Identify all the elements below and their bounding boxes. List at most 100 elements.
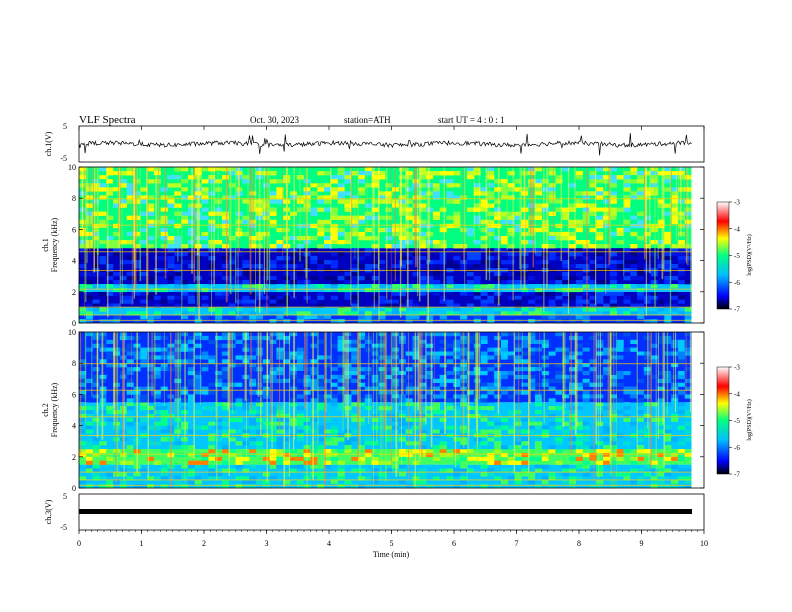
spectral-cell [487, 248, 495, 253]
spectral-cell [215, 480, 223, 485]
spectral-cell [439, 248, 447, 253]
spectral-cell [657, 179, 665, 184]
spectral-cell [684, 343, 692, 348]
spectral-cell [92, 378, 100, 383]
spectral-cell [249, 235, 257, 241]
spectral-cell [466, 386, 475, 391]
spectral-cell [215, 382, 223, 387]
spectral-cell [364, 264, 372, 269]
sferic-streak [198, 167, 200, 320]
spectral-cell [507, 219, 515, 225]
spectral-cell [562, 167, 570, 172]
spectral-cell [337, 378, 345, 383]
spectral-cell [181, 280, 189, 285]
spectral-cell [534, 195, 543, 200]
spectral-cell [262, 359, 270, 364]
spectral-cell [398, 167, 406, 172]
spectral-cell [187, 472, 195, 477]
spectral-cell [562, 464, 570, 469]
spectral-cell [541, 394, 549, 399]
spectral-cell [85, 272, 93, 277]
spectral-cell [140, 406, 148, 411]
spectral-cell [555, 347, 563, 352]
spectral-cell [235, 363, 243, 368]
spectral-cell [201, 386, 209, 391]
spectral-cell [140, 227, 148, 233]
spectral-cell [609, 299, 617, 304]
spectral-cell [283, 425, 291, 430]
spectral-cell [657, 425, 665, 430]
spectral-cell [160, 421, 168, 426]
spectral-cell [657, 452, 665, 458]
spectral-cell [562, 347, 570, 352]
spectral-cell [603, 207, 611, 212]
spectral-cell [106, 363, 114, 368]
spectral-cell [555, 280, 563, 285]
spectral-cell [126, 299, 134, 304]
spectral-cell [562, 231, 570, 237]
spectral-cell [419, 406, 427, 411]
spectral-cell [589, 272, 597, 277]
sferic-streak [96, 167, 99, 255]
spectral-cell [310, 299, 318, 304]
spectral-cell [262, 211, 270, 216]
spectral-cell [494, 437, 502, 442]
spectral-cell [453, 347, 461, 352]
spectral-cell [637, 223, 645, 229]
spectral-cell [385, 425, 393, 430]
spectral-cell [657, 307, 665, 312]
spectral-cell [358, 398, 366, 403]
spectral-cell [174, 480, 182, 485]
spectral-cell [215, 315, 223, 320]
spectral-cell [528, 449, 536, 454]
spectral-cell [392, 319, 400, 324]
spectral-cell [555, 167, 563, 172]
spectral-cell [446, 284, 454, 289]
spectral-cell [650, 284, 658, 289]
spectral-cell [630, 276, 638, 281]
spectral-cell [398, 476, 406, 481]
spectral-cell [133, 295, 141, 300]
spectral-cell [480, 351, 488, 356]
spectral-cell [657, 441, 665, 446]
spectral-cell [419, 359, 427, 364]
spectral-cell [473, 468, 481, 473]
spectral-cell [310, 264, 318, 269]
spectral-cell [255, 398, 264, 403]
spectral-cell [194, 394, 202, 399]
spectral-cell [507, 171, 515, 176]
sferic-streak [434, 332, 435, 404]
spectral-cell [453, 303, 461, 308]
spectral-cell [330, 231, 338, 237]
spectral-cell [255, 417, 264, 422]
spectral-cell [242, 307, 250, 312]
spectral-cell [371, 417, 379, 422]
spectral-cell [201, 244, 209, 249]
spectral-cell [657, 386, 665, 391]
spectral-cell [507, 413, 515, 419]
spectral-cell [596, 413, 604, 419]
spectral-cell [534, 429, 543, 434]
spectral-cell [79, 382, 87, 387]
spectral-cell [405, 484, 413, 489]
spectral-cell [487, 167, 495, 172]
spectral-cell [317, 284, 325, 289]
spectral-cell [249, 367, 257, 372]
spectral-cell [378, 390, 386, 395]
spectral-cell [269, 406, 277, 411]
spectral-cell [596, 351, 604, 356]
spectral-cell [92, 476, 100, 481]
spectral-cell [623, 171, 631, 176]
spectral-cell [296, 421, 304, 426]
spectral-cell [317, 295, 325, 300]
spectral-cell [378, 235, 386, 241]
spectral-cell [351, 468, 359, 473]
spectral-cell [521, 417, 529, 422]
spectral-cell [147, 315, 155, 320]
spectral-cell [126, 183, 134, 188]
spectral-cell [616, 343, 624, 348]
spectral-cell [677, 295, 685, 300]
sferic-streak [238, 167, 240, 238]
spectral-cell [534, 307, 543, 312]
spectral-cell [181, 248, 189, 253]
